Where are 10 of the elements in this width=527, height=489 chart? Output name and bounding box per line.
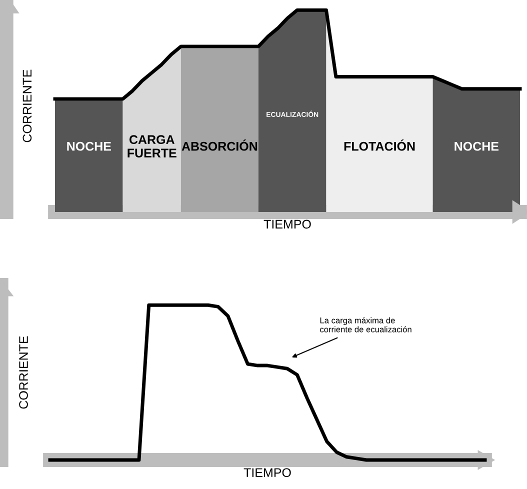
- series-label: NOCHE: [454, 142, 498, 151]
- series-label: NOCHE: [67, 142, 111, 151]
- x-axis-title: TIEMPO: [264, 220, 311, 229]
- series-label: FLOTACIÓN: [344, 140, 415, 151]
- annotation: La carga máxima de corriente de ecualización: [320, 317, 412, 332]
- y-axis-title: CORRIENTE: [19, 336, 28, 409]
- x-axis-title: TIEMPO: [244, 468, 291, 478]
- series-label: ABSORCIÓN: [182, 140, 258, 151]
- y-axis-title: CORRIENTE: [22, 70, 32, 142]
- series-label: CARGA FUERTE: [128, 135, 176, 158]
